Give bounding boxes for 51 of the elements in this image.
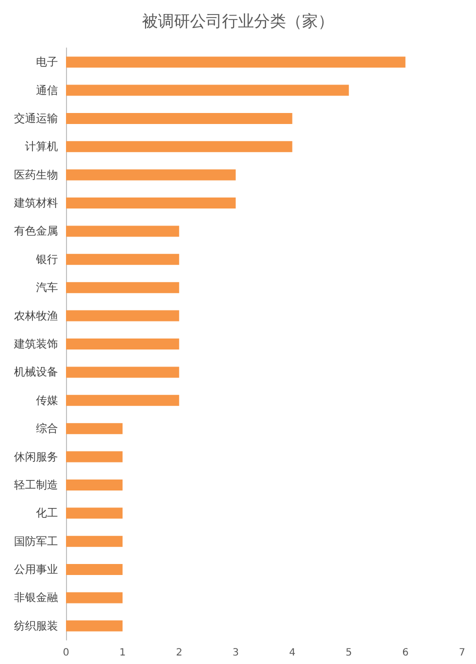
- bar: [66, 620, 123, 632]
- x-tick-label: 4: [289, 648, 296, 658]
- chart-title: 被调研公司行业分类（家）: [142, 12, 334, 30]
- bar: [66, 141, 292, 152]
- y-tick-label: 银行: [35, 252, 58, 266]
- y-tick-label: 交通运输: [14, 112, 58, 125]
- bar: [66, 169, 236, 180]
- bar: [66, 479, 123, 490]
- y-tick-label: 国防军工: [14, 534, 58, 548]
- y-tick-label: 非银金融: [14, 591, 58, 604]
- bar: [66, 536, 123, 547]
- bar: [66, 310, 180, 322]
- y-tick-label: 公用事业: [14, 563, 58, 576]
- y-tick-label: 电子: [36, 56, 58, 69]
- x-tick-label: 7: [458, 648, 466, 658]
- bar: [66, 226, 180, 237]
- y-tick-label: 休闲服务: [14, 450, 58, 464]
- bar: [66, 451, 123, 462]
- bar: [66, 508, 123, 519]
- bar: [66, 198, 236, 209]
- y-tick-label: 计算机: [25, 140, 58, 154]
- y-tick-label: 建筑材料: [13, 196, 58, 210]
- y-tick-label: 通信: [36, 84, 58, 97]
- bar: [66, 282, 180, 294]
- y-tick-label: 综合: [36, 422, 58, 436]
- x-tick-label: 2: [176, 648, 182, 658]
- x-tick-label: 6: [402, 648, 409, 658]
- bar: [66, 592, 123, 604]
- x-tick-label: 5: [346, 648, 352, 658]
- y-tick-label: 纺织服装: [14, 619, 58, 632]
- x-tick-label: 3: [232, 648, 239, 658]
- bar: [66, 254, 180, 265]
- bar: [66, 423, 123, 434]
- y-tick-label: 有色金属: [14, 224, 58, 238]
- y-tick-label: 建筑装饰: [13, 338, 58, 350]
- x-tick-label: 1: [119, 648, 126, 658]
- y-tick-label: 传媒: [36, 394, 58, 407]
- bar: [66, 338, 180, 350]
- y-tick-label: 化工: [36, 506, 58, 520]
- y-tick-label: 汽车: [36, 281, 58, 294]
- bar: [66, 564, 123, 576]
- y-tick-label: 农林牧渔: [14, 309, 58, 322]
- bar: [66, 112, 292, 124]
- bar: [66, 366, 180, 378]
- x-tick-label: 0: [62, 648, 70, 658]
- y-tick-label: 机械设备: [14, 366, 58, 379]
- y-tick-label: 轻工制造: [14, 478, 58, 492]
- bar: [66, 394, 180, 406]
- y-tick-label: 医药生物: [14, 168, 58, 182]
- bar: [66, 84, 349, 96]
- bar: [66, 56, 406, 68]
